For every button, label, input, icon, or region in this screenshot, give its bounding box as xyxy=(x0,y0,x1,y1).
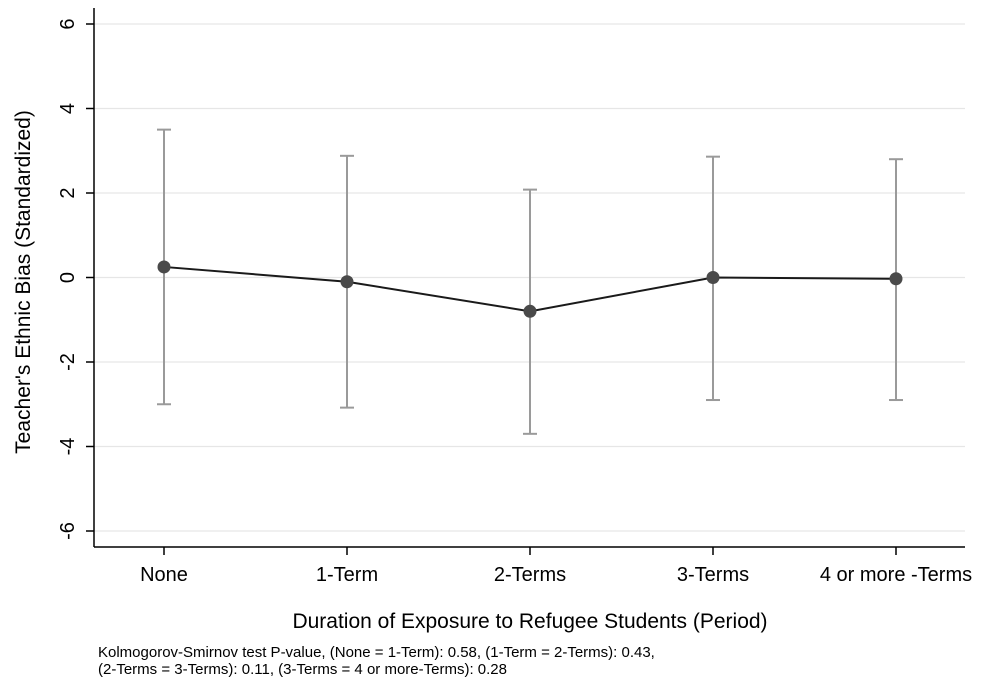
data-point xyxy=(706,271,720,284)
data-point xyxy=(157,260,171,274)
y-tick-label: -6 xyxy=(57,522,79,540)
footnote: Kolmogorov-Smirnov test P-value, (None =… xyxy=(98,644,655,678)
data-point xyxy=(340,275,354,289)
x-ticks: None 1-Term 2-Terms 3-Terms 4 or more -Terms xyxy=(140,547,972,586)
x-tick-label: 3-Terms xyxy=(677,564,749,586)
x-tick-label: None xyxy=(140,564,188,586)
y-tick-label: -4 xyxy=(57,438,79,456)
data-point xyxy=(889,272,903,286)
y-ticks: 6 4 2 0 -2 -4 -6 xyxy=(57,18,94,540)
data-point xyxy=(523,304,537,318)
footnote-line-1: Kolmogorov-Smirnov test P-value, (None =… xyxy=(98,644,655,661)
error-bars xyxy=(157,128,903,435)
y-tick-label: 4 xyxy=(57,103,79,114)
chart: 6 4 2 0 -2 -4 -6 None 1-Term 2-Terms 3-Terms 4 or … xyxy=(12,8,972,633)
y-tick-label: 0 xyxy=(57,272,79,283)
y-tick-label: 6 xyxy=(57,18,79,29)
x-tick-label: 4 or more -Terms xyxy=(820,564,972,586)
x-tick-label: 2-Terms xyxy=(494,564,566,586)
footnote-line-2: (2-Terms = 3-Terms): 0.11, (3-Terms = 4 … xyxy=(98,661,507,678)
x-axis-title: Duration of Exposure to Refugee Students… xyxy=(292,610,767,633)
y-tick-label: 2 xyxy=(57,187,79,198)
data-points xyxy=(157,260,903,318)
y-tick-label: -2 xyxy=(57,353,79,371)
y-axis-title: Teacher's Ethnic Bias (Standardized) xyxy=(12,110,35,454)
x-tick-label: 1-Term xyxy=(316,564,378,586)
